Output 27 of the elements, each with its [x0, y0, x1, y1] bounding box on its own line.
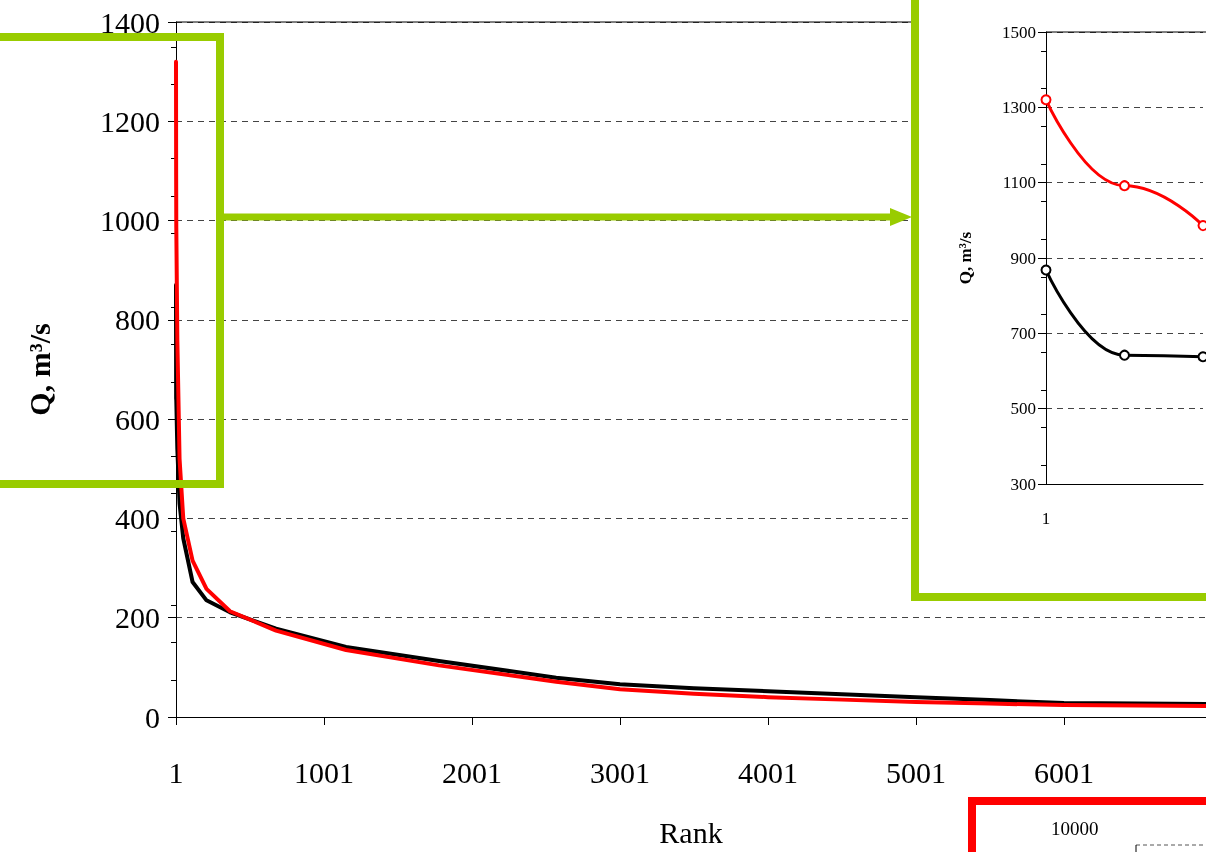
x-tick-label: 1001 [293, 755, 354, 789]
x-tick-label: 6001 [1033, 755, 1094, 789]
y-tick-label: 900 [1010, 248, 1036, 268]
x-tick-label: 2001 [441, 755, 502, 789]
y-tick-label: 1100 [1002, 173, 1036, 193]
y-axis-title: Q, m³/s [956, 231, 975, 285]
y-tick-label: 1500 [1002, 22, 1036, 42]
y-tick-label: 0 [145, 700, 160, 734]
y-tick-label: 400 [115, 501, 160, 535]
y-axis-title: Q, m³/s [22, 323, 56, 416]
y-tick-label: 1000 [100, 204, 160, 238]
y-tick-label: 1200 [100, 104, 160, 138]
y-tick-label: 1300 [1002, 97, 1036, 117]
y-tick-label: 200 [115, 601, 160, 635]
x-tick-label: 5001 [885, 755, 946, 789]
y-tick-label: 700 [1010, 323, 1036, 343]
x-tick-label: 1 [168, 755, 184, 789]
x-axis-title: Rank [659, 815, 723, 849]
text: 10000 [1051, 818, 1099, 839]
x-tick-label: 4001 [737, 755, 798, 789]
y-tick-label: 800 [115, 303, 160, 337]
y-tick-label: 500 [1010, 399, 1036, 419]
y-tick-label: 300 [1010, 474, 1036, 494]
x-tick-label: 1 [1041, 509, 1051, 528]
y-tick-label: 600 [115, 402, 160, 436]
y-tick-label: 1400 [100, 5, 160, 39]
x-tick-label: 3001 [589, 755, 650, 789]
